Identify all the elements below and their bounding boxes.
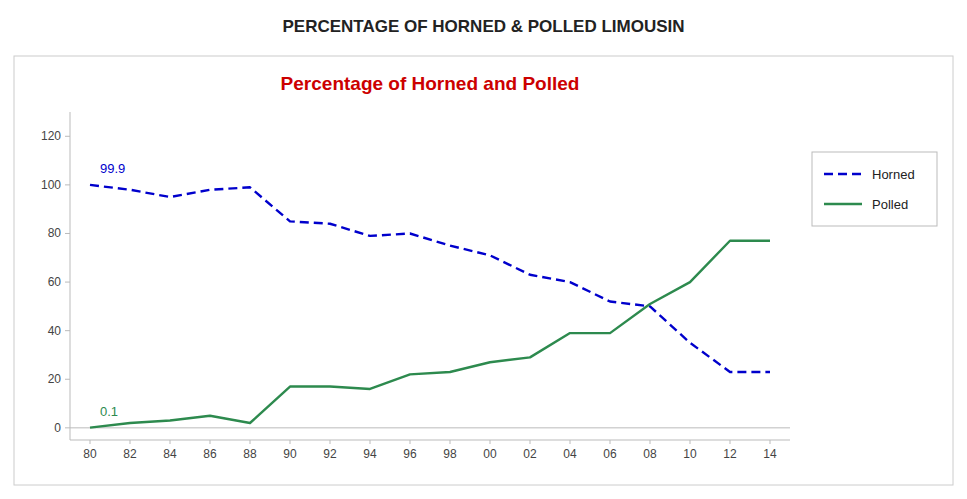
x-tick-label: 84 — [163, 447, 177, 461]
x-tick — [330, 440, 331, 444]
chart-title: Percentage of Horned and Polled — [281, 73, 580, 94]
x-tick — [690, 440, 691, 444]
x-tick-label: 90 — [283, 447, 297, 461]
x-tick — [410, 440, 411, 444]
x-tick-label: 80 — [83, 447, 97, 461]
legend: Horned Polled — [812, 152, 937, 226]
x-tick — [610, 440, 611, 444]
x-tick — [650, 440, 651, 444]
legend-swatch — [824, 173, 862, 175]
x-tick-label: 14 — [763, 447, 777, 461]
x-tick-label: 94 — [363, 447, 377, 461]
chart-svg: PERCENTAGE OF HORNED & POLLED LIMOUSIN Pe… — [0, 0, 967, 499]
x-tick — [450, 440, 451, 444]
x-tick-label: 86 — [203, 447, 217, 461]
x-axis-line — [70, 440, 790, 441]
y-tick-label: 40 — [48, 324, 62, 338]
chart-container: PERCENTAGE OF HORNED & POLLED LIMOUSIN Pe… — [0, 0, 967, 499]
x-tick — [290, 440, 291, 444]
y-tick-label: 20 — [48, 372, 62, 386]
outer-frame — [14, 56, 953, 485]
x-tick-label: 10 — [683, 447, 697, 461]
x-tick — [370, 440, 371, 444]
x-tick-label: 04 — [563, 447, 577, 461]
y-tick-label: 120 — [41, 129, 61, 143]
x-tick-label: 98 — [443, 447, 457, 461]
x-tick — [170, 440, 171, 444]
x-tick-label: 00 — [483, 447, 497, 461]
y-tick — [65, 427, 70, 428]
y-tick — [65, 184, 70, 185]
x-tick — [570, 440, 571, 444]
x-tick-label: 08 — [643, 447, 657, 461]
x-tick — [530, 440, 531, 444]
x-tick-label: 88 — [243, 447, 257, 461]
x-tick-label: 12 — [723, 447, 737, 461]
y-tick — [65, 136, 70, 137]
legend-frame — [812, 152, 937, 226]
title: PERCENTAGE OF HORNED & POLLED LIMOUSIN — [282, 17, 684, 36]
y-tick — [65, 233, 70, 234]
legend-swatch — [824, 203, 862, 205]
series-line — [90, 185, 770, 372]
y-axis-line — [70, 112, 71, 440]
x-tick-label: 96 — [403, 447, 417, 461]
legend-label: Polled — [872, 197, 908, 212]
y-tick-label: 60 — [48, 275, 62, 289]
x-tick-label: 82 — [123, 447, 137, 461]
y-tick-label: 80 — [48, 226, 62, 240]
x-tick — [90, 440, 91, 444]
x-tick-label: 92 — [323, 447, 337, 461]
y-tick-label: 0 — [54, 421, 61, 435]
x-tick — [770, 440, 771, 444]
legend-label: Horned — [872, 167, 915, 182]
x-tick — [210, 440, 211, 444]
annotation: 99.9 — [100, 161, 125, 176]
series-line — [90, 241, 770, 428]
y-tick — [65, 282, 70, 283]
annotation: 0.1 — [100, 404, 118, 419]
y-tick — [65, 379, 70, 380]
series-group — [90, 185, 770, 428]
x-tick — [730, 440, 731, 444]
x-tick — [250, 440, 251, 444]
y-tick-label: 100 — [41, 178, 61, 192]
x-tick — [130, 440, 131, 444]
x-tick-label: 06 — [603, 447, 617, 461]
x-tick-label: 02 — [523, 447, 537, 461]
x-tick — [490, 440, 491, 444]
zero-line — [70, 427, 790, 428]
y-tick — [65, 330, 70, 331]
